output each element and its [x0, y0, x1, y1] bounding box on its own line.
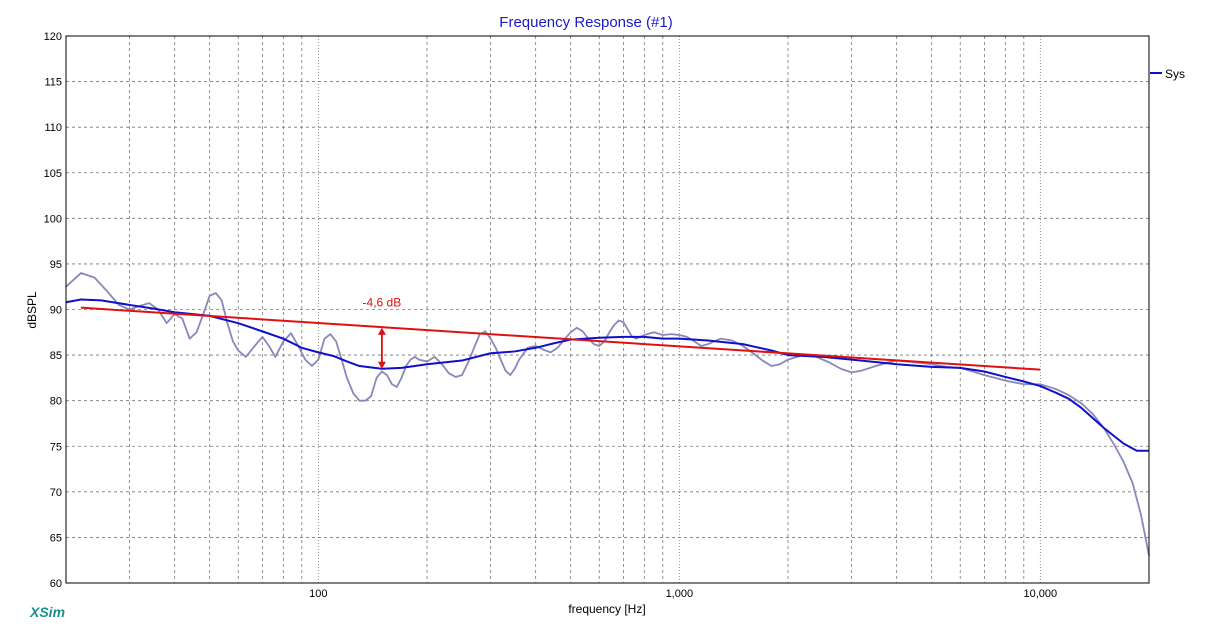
chart-title: Frequency Response (#1)	[499, 14, 672, 31]
y-tick-label: 60	[50, 578, 62, 590]
y-axis-label: dBSPL	[25, 291, 39, 329]
y-tick-label: 105	[44, 168, 62, 180]
y-tick-label: 75	[50, 441, 62, 453]
y-tick-label: 100	[44, 213, 62, 225]
y-tick-label: 90	[50, 305, 62, 317]
x-tick-label: 10,000	[1024, 588, 1058, 600]
annotation-arrowhead-up	[377, 327, 386, 335]
x-tick-labels: 100 1,000 10,000	[309, 588, 1057, 600]
y-tick-label: 120	[44, 31, 62, 43]
y-tick-label: 65	[50, 532, 62, 544]
y-tick-label: 110	[44, 122, 62, 134]
annotation-label: -4,6 dB	[363, 296, 402, 310]
plot-area-frame	[65, 35, 1150, 584]
annotation-arrowhead-down	[377, 361, 386, 369]
x-axis-label: frequency [Hz]	[568, 602, 645, 616]
y-tick-label: 95	[50, 259, 62, 271]
series-layer	[65, 272, 1150, 556]
y-tick-label: 70	[50, 487, 62, 499]
legend-entry-sys: Sys	[1165, 67, 1185, 81]
y-tick-label: 80	[50, 396, 62, 408]
annotation-layer: -4,6 dB	[363, 296, 402, 369]
series-line-raw-response	[65, 272, 1150, 556]
y-tick-labels: 60 65 70 75 80 85 90 95 100 105 110 115 120	[44, 31, 62, 590]
series-line-sys	[65, 298, 1149, 452]
grid	[66, 36, 1149, 583]
y-tick-label: 85	[50, 350, 62, 362]
x-tick-label: 1,000	[666, 588, 694, 600]
series-line-reference	[80, 306, 1041, 371]
x-tick-label: 100	[309, 588, 327, 600]
y-tick-label: 115	[44, 77, 62, 89]
legend: Sys	[1150, 67, 1185, 81]
xsim-logo: XSim	[29, 604, 65, 620]
